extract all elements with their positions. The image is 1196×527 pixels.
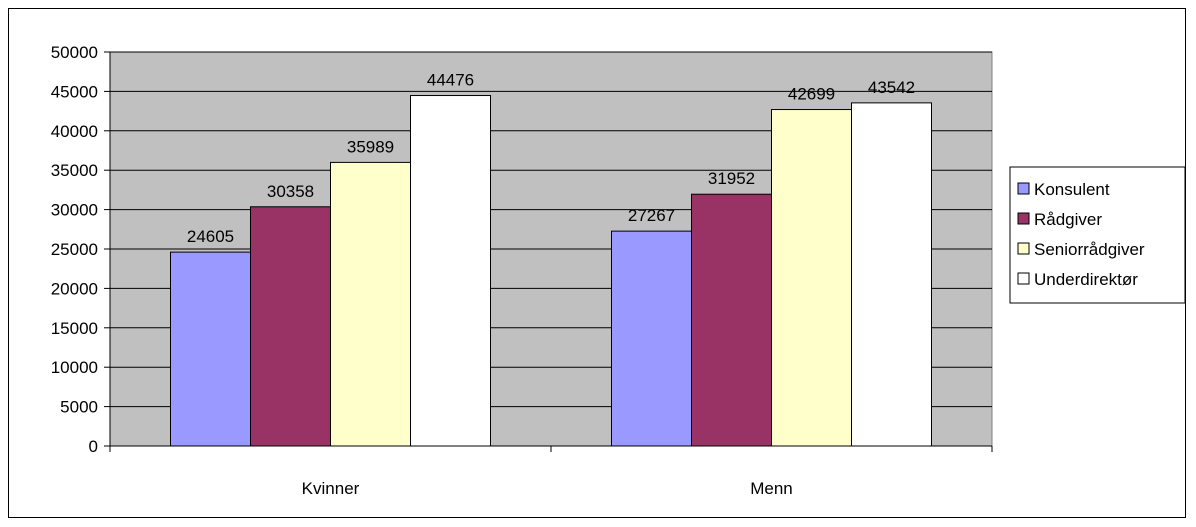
legend-label-Seniorrådgiver: Seniorrådgiver (1034, 240, 1145, 259)
legend-label-Konsulent: Konsulent (1034, 180, 1110, 199)
legend-swatch-Rådgiver (1017, 212, 1030, 225)
y-tick-label-35000: 35000 (51, 161, 98, 180)
data-label-Seniorrådgiver-Menn: 42699 (788, 85, 835, 104)
data-label-Konsulent-Menn: 27267 (628, 206, 675, 225)
legend-swatch-Underdirektør (1017, 272, 1030, 285)
data-label-Rådgiver-Menn: 31952 (708, 169, 755, 188)
bar-Seniorrådgiver-Menn (771, 109, 852, 447)
x-tick-label-Kvinner: Kvinner (302, 479, 360, 498)
y-tick-label-25000: 25000 (51, 240, 98, 259)
data-label-Konsulent-Kvinner: 24605 (187, 227, 234, 246)
bar-Konsulent-Menn (611, 230, 692, 447)
y-tick-label-15000: 15000 (51, 319, 98, 338)
legend-swatch-Seniorrådgiver (1017, 242, 1030, 255)
x-tick-label-Menn: Menn (750, 479, 793, 498)
bar-Underdirektør-Menn (851, 102, 932, 447)
data-label-Seniorrådgiver-Kvinner: 35989 (347, 137, 394, 156)
bar-Underdirektør-Kvinner (410, 95, 491, 447)
bar-Konsulent-Kvinner (170, 251, 251, 447)
legend-label-Rådgiver: Rådgiver (1034, 210, 1102, 229)
y-tick-label-40000: 40000 (51, 122, 98, 141)
bar-Rådgiver-Menn (691, 193, 772, 447)
y-tick-label-10000: 10000 (51, 358, 98, 377)
data-label-Rådgiver-Kvinner: 30358 (267, 182, 314, 201)
data-label-Underdirektør-Kvinner: 44476 (427, 71, 474, 90)
y-tick-label-50000: 50000 (51, 43, 98, 62)
y-tick-label-5000: 5000 (60, 398, 98, 417)
legend-swatch-Konsulent (1017, 182, 1030, 195)
y-tick-label-30000: 30000 (51, 201, 98, 220)
legend-label-Underdirektør: Underdirektør (1034, 270, 1138, 289)
bar-Seniorrådgiver-Kvinner (330, 161, 411, 447)
y-tick-label-20000: 20000 (51, 279, 98, 298)
legend-box (1009, 166, 1186, 304)
bar-Rådgiver-Kvinner (250, 206, 331, 447)
y-tick-label-0: 0 (89, 437, 98, 456)
data-label-Underdirektør-Menn: 43542 (868, 78, 915, 97)
y-tick-label-45000: 45000 (51, 82, 98, 101)
